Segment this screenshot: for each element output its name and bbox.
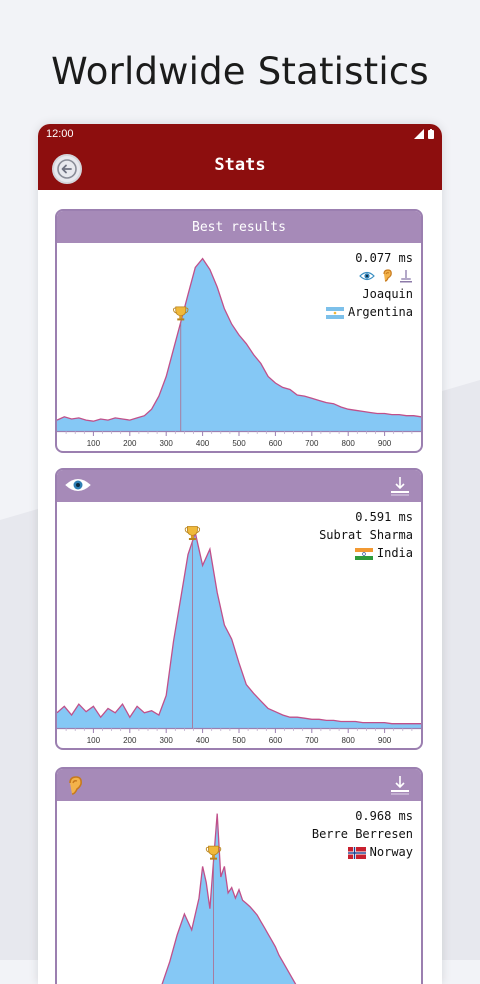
app-title: Stats [214,155,266,175]
trophy-icon [173,306,189,321]
download-icon [391,477,409,496]
download-button[interactable] [389,475,411,502]
x-tick-label: 600 [269,736,283,745]
trophy-base [210,857,218,860]
trophy-cup [175,306,187,317]
result-info: 0.968 ms Berre Berresen Norway [312,807,413,861]
distribution-curve [57,530,421,725]
chart-area: 100 200 300 400 500 600 700 800 900 0.591 ms Sub… [57,502,421,748]
x-tick-label: 500 [232,439,246,448]
download-icon [391,776,409,795]
trophy-icon [205,845,222,860]
download-button[interactable] [389,774,411,801]
status-icons [414,129,434,139]
trophy-stem [212,855,216,858]
x-tick-label: 600 [269,439,283,448]
x-tick-label: 300 [160,439,174,448]
result-time: 0.591 ms [355,510,413,524]
india-flag-icon [354,547,373,560]
result-country-row: Norway [312,843,413,861]
trophy-cup [187,526,198,536]
app-bar: Stats [38,144,442,190]
back-arrow-icon [57,159,77,179]
card-header [57,470,421,502]
audio-results-card: 0.968 ms Berre Berresen Norway [55,767,423,984]
norway-flag-icon [347,846,366,859]
result-time: 0.968 ms [355,809,413,823]
x-tick-label: 800 [342,439,356,448]
x-tick-label: 100 [87,736,101,745]
result-country-row: Argentina [325,303,413,321]
card-header-title: Best results [192,219,286,235]
trophy-base [177,318,185,321]
x-tick-label: 500 [232,736,246,745]
x-tick-label: 400 [196,439,210,448]
x-tick-label: 100 [87,439,101,448]
x-tick-label: 200 [123,736,137,745]
result-name: Joaquin [362,287,413,301]
chart-area: 0.968 ms Berre Berresen Norway [57,801,421,984]
phone-screen: 12:00 Stats Best results 100 200 300 400 500… [38,124,442,984]
status-bar: 12:00 [38,124,442,144]
mode-icons [326,267,413,285]
x-tick-label: 800 [342,736,356,745]
result-info: 0.077 ms Joaquin Argentina [325,249,413,321]
chart-area: 100 200 300 400 500 600 700 800 900 0.077 ms Joa… [57,243,421,451]
trophy-icon [184,526,201,541]
x-tick-label: 900 [378,439,392,448]
distribution-area [162,813,296,984]
result-name: Subrat Sharma [319,528,413,542]
x-tick-label: 700 [305,736,319,745]
promo-title: Worldwide Statistics [51,50,429,93]
distribution-chart: 100 200 300 400 500 600 700 800 900 [57,257,421,448]
distribution-curve [161,813,297,984]
eye-icon [65,479,91,491]
ear-icon [69,776,82,795]
distribution-chart: 100 200 300 400 500 600 700 800 900 [57,526,421,745]
x-tick-label: 900 [378,736,392,745]
trophy-handles [173,307,189,314]
card-header: Best results [57,211,421,243]
ear-icon[interactable] [381,269,393,283]
result-info: 0.591 ms Subrat Sharma India [319,508,413,562]
card-mode-icon [65,775,85,802]
distribution-curve [57,257,421,422]
result-country-row: India [319,544,413,562]
trophy-stem [190,535,194,539]
distribution-area [57,258,421,431]
result-name: Berre Berresen [311,827,413,841]
x-tick-label: 200 [123,439,137,448]
best-results-card: Best results 100 200 300 400 500 600 700 800 900… [55,209,423,453]
card-header [57,769,421,801]
status-time: 12:00 [46,128,74,140]
trophy-handles [205,846,222,853]
signal-icon [414,129,424,139]
x-tick-label: 400 [196,736,210,745]
back-button[interactable] [52,154,82,184]
trophy-cup [208,845,219,856]
battery-icon [428,129,434,139]
touch-icon[interactable] [399,269,413,283]
trophy-base [188,538,196,541]
trophy-handles [184,527,201,533]
argentina-flag-icon [325,306,344,319]
x-tick-label: 300 [160,736,174,745]
result-country: Norway [369,845,413,859]
result-country: Argentina [347,305,413,319]
result-country: India [376,546,413,560]
eye-icon[interactable] [359,270,375,282]
card-mode-icon [65,476,91,499]
result-time: 0.077 ms [355,251,413,265]
x-tick-label: 700 [305,439,319,448]
trophy-stem [179,315,183,319]
visual-results-card: 100 200 300 400 500 600 700 800 900 0.591 ms Sub… [55,468,423,750]
distribution-area [57,532,421,728]
distribution-chart [161,813,297,984]
